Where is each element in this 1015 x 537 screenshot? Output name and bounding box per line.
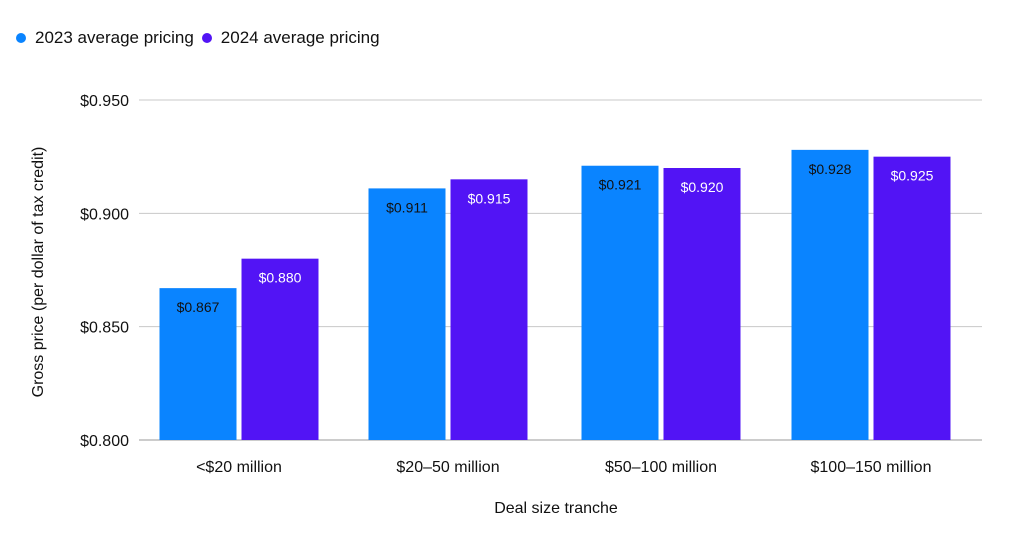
x-tick-label: $50–100 million (605, 459, 717, 476)
bars (159, 149, 951, 441)
legend-item-2023: 2023 average pricing (16, 28, 194, 48)
bar-value-label: $0.867 (177, 299, 220, 315)
legend: 2023 average pricing 2024 average pricin… (16, 28, 388, 48)
bar-2024 (241, 258, 319, 440)
x-axis-ticks: <$20 million $20–50 million $50–100 millio… (196, 459, 931, 476)
bar-2023 (581, 165, 659, 440)
legend-item-2024: 2024 average pricing (201, 28, 380, 48)
legend-label-2023: 2023 average pricing (35, 28, 194, 47)
bar-value-label: $0.925 (891, 168, 934, 184)
bar-2024 (663, 168, 741, 440)
y-axis-ticks: $0.800 $0.850 $0.900 $0.950 (80, 93, 129, 450)
y-tick-label: $0.950 (80, 93, 129, 110)
legend-label-2024: 2024 average pricing (220, 28, 380, 47)
bar-value-label: $0.920 (681, 179, 724, 195)
y-tick-label: $0.800 (80, 433, 129, 450)
bar-value-labels: $0.867 $0.880 $0.911 $0.915 $0.921 $0.920 $0.9… (177, 161, 934, 315)
y-tick-label: $0.850 (80, 320, 129, 337)
legend-dot-2024 (201, 33, 212, 43)
bar-2024 (873, 156, 951, 440)
x-tick-label: $20–50 million (396, 459, 499, 476)
y-axis-label: Gross price (per dollar of tax credit) (30, 147, 47, 398)
x-tick-label: $100–150 million (811, 459, 932, 476)
bar-2023 (159, 288, 237, 440)
bar-2023 (791, 149, 869, 440)
bar-value-label: $0.880 (259, 270, 302, 286)
bar-2024 (450, 179, 528, 441)
bar-value-label: $0.921 (599, 177, 642, 193)
x-axis-label: Deal size tranche (494, 500, 618, 517)
legend-dot-2023 (16, 33, 26, 43)
y-tick-label: $0.900 (80, 206, 129, 223)
bar-2023 (368, 188, 446, 440)
bar-value-label: $0.928 (809, 161, 852, 177)
bar-value-label: $0.911 (386, 199, 428, 215)
bar-value-label: $0.915 (468, 190, 511, 206)
x-tick-label: <$20 million (196, 459, 282, 476)
